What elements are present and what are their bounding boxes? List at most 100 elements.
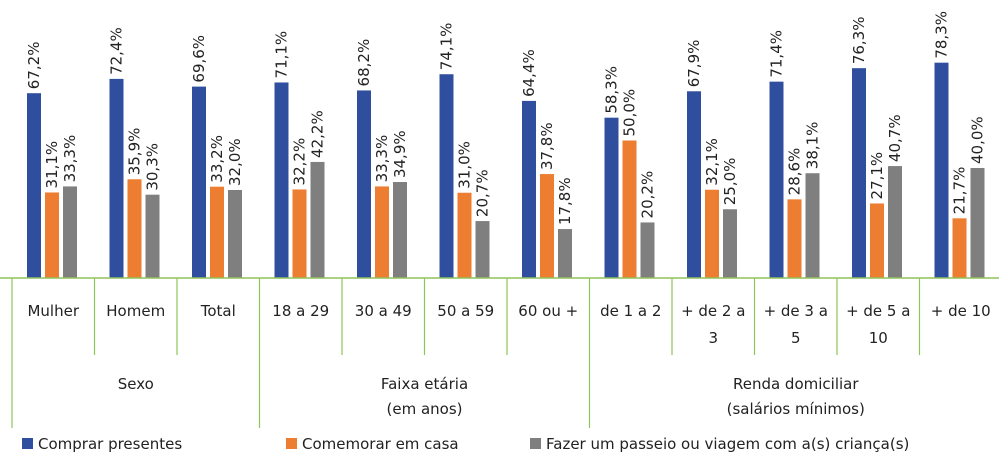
group-label-box: Renda domiciliar (salários mínimos)	[726, 375, 865, 418]
bar	[475, 221, 490, 278]
bar	[45, 192, 59, 278]
bar	[540, 174, 554, 278]
value-label: 37,8%	[538, 122, 556, 170]
group-label: Faixa etária (em anos)	[380, 375, 469, 418]
x-tick-label-box: 50 a 59	[437, 302, 495, 320]
x-tick-label: + de 10	[930, 302, 991, 320]
bar	[970, 168, 985, 278]
value-label: 33,3%	[61, 135, 79, 183]
value-label: 32,0%	[226, 138, 244, 186]
legend-swatch	[286, 438, 297, 449]
value-label: 33,2%	[208, 135, 226, 183]
group-label: Renda domiciliar (salários mínimos)	[726, 375, 865, 418]
value-label: 67,2%	[25, 42, 43, 90]
bar	[952, 218, 967, 278]
value-label: 20,7%	[474, 169, 492, 217]
value-label: 31,1%	[43, 141, 61, 189]
value-label: 25,0%	[721, 158, 739, 206]
bar	[687, 91, 701, 279]
bar	[127, 179, 142, 278]
value-label: 67,9%	[685, 40, 703, 88]
bar	[393, 182, 407, 278]
bar	[228, 190, 242, 278]
x-tick-label: + de 2 a 3	[681, 302, 746, 347]
x-tick-label-box: + de 3 a 5	[763, 302, 828, 347]
legend-swatch	[530, 438, 541, 449]
bar	[934, 62, 949, 278]
group-label-box: Sexo	[117, 375, 154, 393]
x-tick-label: + de 5 a 10	[846, 302, 911, 347]
bar	[27, 93, 41, 278]
value-label: 27,1%	[868, 152, 886, 200]
x-tick-label-box: Total	[200, 302, 236, 320]
bar	[210, 186, 224, 278]
value-label: 34,9%	[391, 130, 409, 178]
bar	[375, 186, 389, 278]
bar	[870, 203, 884, 278]
bar	[888, 166, 902, 278]
value-label: 33,3%	[373, 135, 391, 183]
legend-swatch	[22, 438, 33, 449]
bar	[723, 209, 737, 278]
value-label: 40,7%	[886, 114, 904, 162]
value-label: 40,0%	[969, 116, 987, 164]
value-label: 71,1%	[273, 31, 291, 79]
x-tick-label: 18 a 29	[272, 302, 330, 320]
value-label: 71,4%	[768, 30, 786, 78]
bar	[109, 78, 124, 279]
value-label: 72,4%	[108, 27, 126, 75]
value-label: 20,2%	[639, 171, 657, 219]
x-tick-label: de 1 a 2	[600, 302, 662, 320]
x-tick-label: Homem	[106, 302, 166, 320]
value-label: 30,3%	[144, 143, 162, 191]
bar	[63, 186, 77, 278]
value-label: 38,1%	[804, 122, 822, 170]
value-label: 78,3%	[933, 11, 951, 59]
bar	[522, 100, 536, 279]
x-tick-label: 60 ou +	[518, 302, 579, 320]
value-label: 31,0%	[456, 141, 474, 189]
value-label: 21,7%	[951, 167, 969, 215]
value-label: 32,1%	[703, 138, 721, 186]
bar	[787, 199, 802, 278]
x-tick-label-box: Homem	[106, 302, 166, 320]
legend-label: Fazer um passeio ou viagem com a(s) cria…	[546, 435, 909, 453]
x-tick-label: + de 3 a 5	[763, 302, 828, 347]
bar	[640, 222, 655, 278]
x-tick-label-box: 60 ou +	[518, 302, 579, 320]
value-label: 64,4%	[520, 49, 538, 97]
group-label: Sexo	[117, 375, 154, 393]
bar	[310, 161, 325, 278]
bar	[769, 81, 784, 279]
x-tick-label-box: Mulher	[27, 302, 80, 320]
value-label: 35,9%	[126, 128, 144, 176]
x-tick-label: Total	[200, 302, 236, 320]
bar	[457, 192, 472, 278]
value-label: 76,3%	[850, 17, 868, 65]
bar	[622, 140, 637, 278]
value-label: 50,0%	[621, 89, 639, 137]
bar	[192, 86, 206, 278]
x-tick-label-box: + de 2 a 3	[681, 302, 746, 347]
legend-label: Comprar presentes	[38, 435, 182, 453]
bar	[558, 229, 572, 278]
bar	[705, 189, 719, 278]
x-tick-label-box: + de 10	[930, 302, 991, 320]
value-label: 17,8%	[556, 177, 574, 225]
bar	[852, 68, 866, 278]
bar	[274, 82, 289, 278]
bar	[292, 189, 307, 278]
x-tick-label: Mulher	[27, 302, 80, 320]
x-tick-label: 50 a 59	[437, 302, 495, 320]
value-label: 28,6%	[786, 148, 804, 196]
bar	[145, 194, 160, 278]
value-label: 68,2%	[355, 39, 373, 87]
value-label: 69,6%	[190, 35, 208, 83]
x-tick-label: 30 a 49	[354, 302, 412, 320]
bar	[604, 117, 619, 278]
value-label: 32,2%	[291, 138, 309, 186]
value-label: 58,3%	[603, 66, 621, 114]
x-tick-label-box: 18 a 29	[272, 302, 330, 320]
group-label-box: Faixa etária (em anos)	[380, 375, 469, 418]
bar	[357, 90, 371, 278]
